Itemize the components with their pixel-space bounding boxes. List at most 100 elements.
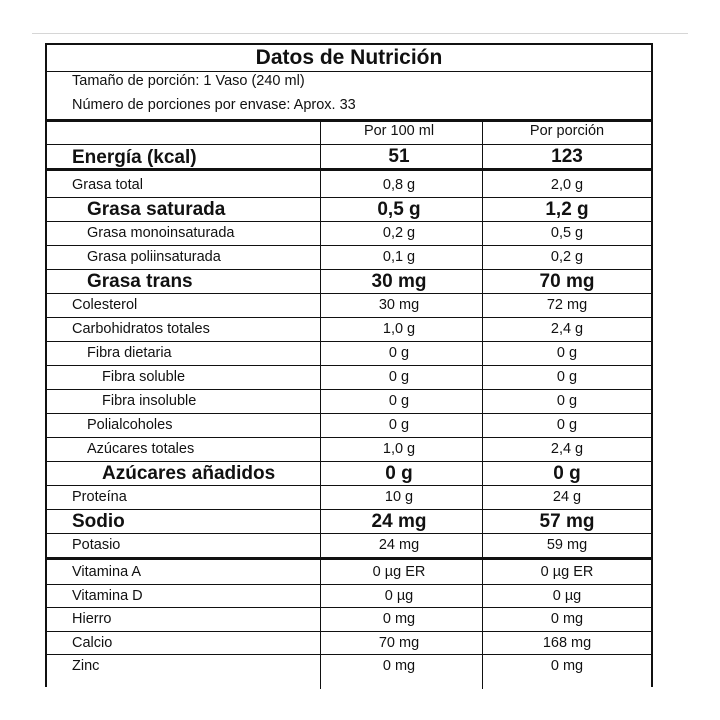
nutrient-label: Grasa monoinsaturada xyxy=(87,225,235,241)
column-per-100: Por 100 ml xyxy=(363,123,435,139)
value-per-100: 0,1 g xyxy=(382,249,416,265)
value-per-100: 10 g xyxy=(384,489,414,505)
nutrient-row: Sodio 24 mg 57 mg xyxy=(47,510,651,534)
value-per-100: 0 g xyxy=(388,369,410,385)
nutrient-row: Potasio 24 mg 59 mg xyxy=(47,534,651,558)
energy-per-serving: 123 xyxy=(551,146,583,167)
vitamin-per-100: 70 mg xyxy=(378,634,420,651)
vitamin-per-serving: 168 mg xyxy=(542,634,592,651)
nutrient-label: Polialcoholes xyxy=(87,417,173,433)
value-per-serving: 72 mg xyxy=(546,297,588,313)
nutrient-label: Grasa total xyxy=(72,177,143,193)
nutrient-label: Fibra insoluble xyxy=(102,393,197,409)
value-per-100: 30 mg xyxy=(378,297,420,313)
nutrient-label: Grasa poliinsaturada xyxy=(87,249,221,265)
vitamin-row: Vitamina D 0 µg 0 µg xyxy=(47,585,651,608)
nutrient-label: Azúcares añadidos xyxy=(102,463,276,484)
value-per-serving: 0,5 g xyxy=(550,225,584,241)
nutrient-row: Grasa trans 30 mg 70 mg xyxy=(47,270,651,294)
vitamin-per-serving: 0 mg xyxy=(550,658,584,674)
nutrition-facts-label: Datos de Nutrición Tamaño de porción: 1 … xyxy=(45,43,653,689)
vitamins-divider xyxy=(47,557,651,560)
value-per-serving: 2,4 g xyxy=(550,321,584,337)
nutrient-label: Grasa saturada xyxy=(87,199,226,220)
nutrient-row: Colesterol 30 mg 72 mg xyxy=(47,294,651,318)
nutrient-row: Carbohidratos totales 1,0 g 2,4 g xyxy=(47,318,651,342)
nutrient-label: Sodio xyxy=(72,511,125,532)
value-per-100: 0,5 g xyxy=(377,199,421,220)
vitamin-label: Calcio xyxy=(72,634,113,651)
nutrient-row: Grasa total 0,8 g 2,0 g xyxy=(47,174,651,198)
value-per-100: 0 g xyxy=(388,345,410,361)
vitamin-per-serving: 0 mg xyxy=(550,611,584,627)
nutrient-label: Fibra soluble xyxy=(102,369,186,385)
value-per-serving: 0 g xyxy=(556,393,578,409)
value-per-serving: 2,4 g xyxy=(550,441,584,457)
nutrient-row: Fibra dietaria 0 g 0 g xyxy=(47,342,651,366)
value-per-serving: 0 g xyxy=(553,463,581,484)
value-per-serving: 59 mg xyxy=(546,537,588,553)
nutrient-row: Azúcares añadidos 0 g 0 g xyxy=(47,462,651,486)
vitamin-label: Zinc xyxy=(72,658,100,674)
nutrient-row: Polialcoholes 0 g 0 g xyxy=(47,414,651,438)
nutrient-row: Proteína 10 g 24 g xyxy=(47,486,651,510)
value-per-serving: 57 mg xyxy=(539,511,595,532)
vitamin-row: Vitamina A 0 µg ER 0 µg ER xyxy=(47,561,651,585)
value-per-serving: 70 mg xyxy=(539,271,595,292)
vitamin-per-serving: 0 µg ER xyxy=(540,564,594,580)
nutrient-label: Fibra dietaria xyxy=(87,345,172,361)
servings-per-container: Número de porciones por envase: Aprox. 3… xyxy=(72,97,356,113)
vitamin-per-100: 0 mg xyxy=(382,611,416,627)
top-separator xyxy=(32,33,688,34)
vitamin-row: Hierro 0 mg 0 mg xyxy=(47,608,651,632)
value-per-serving: 0 g xyxy=(556,345,578,361)
column-per-serving: Por porción xyxy=(529,123,605,139)
column-header-row: Por 100 ml Por porción xyxy=(47,123,651,145)
value-per-serving: 0 g xyxy=(556,369,578,385)
column-divider-1 xyxy=(320,119,321,689)
value-per-100: 0,2 g xyxy=(382,225,416,241)
nutrient-label: Proteína xyxy=(72,489,127,505)
label-title: Datos de Nutrición xyxy=(47,45,651,72)
value-per-100: 0 g xyxy=(388,393,410,409)
vitamin-per-serving: 0 µg xyxy=(552,587,582,604)
nutrient-row: Grasa monoinsaturada 0,2 g 0,5 g xyxy=(47,222,651,246)
vitamin-per-100: 0 mg xyxy=(382,658,416,674)
nutrient-label: Azúcares totales xyxy=(87,441,195,457)
vitamin-row: Calcio 70 mg 168 mg xyxy=(47,632,651,655)
value-per-100: 1,0 g xyxy=(382,441,416,457)
vitamin-label: Hierro xyxy=(72,611,112,627)
value-per-100: 24 mg xyxy=(371,511,427,532)
energy-row: Energía (kcal) 51 123 xyxy=(47,145,651,171)
energy-per-100: 51 xyxy=(388,146,410,167)
nutrient-label: Carbohidratos totales xyxy=(72,321,210,337)
value-per-serving: 0 g xyxy=(556,417,578,433)
value-per-100: 24 mg xyxy=(378,537,420,553)
nutrient-row: Grasa saturada 0,5 g 1,2 g xyxy=(47,198,651,222)
value-per-100: 0,8 g xyxy=(382,177,416,193)
vitamin-label: Vitamina D xyxy=(72,587,143,604)
nutrient-label: Potasio xyxy=(72,537,121,553)
nutrient-row: Azúcares totales 1,0 g 2,4 g xyxy=(47,438,651,462)
nutrient-row: Grasa poliinsaturada 0,1 g 0,2 g xyxy=(47,246,651,270)
value-per-100: 0 g xyxy=(388,417,410,433)
column-divider-2 xyxy=(482,119,483,689)
value-per-serving: 24 g xyxy=(552,489,582,505)
value-per-100: 30 mg xyxy=(371,271,427,292)
nutrient-row: Fibra insoluble 0 g 0 g xyxy=(47,390,651,414)
value-per-100: 0 g xyxy=(385,463,413,484)
value-per-serving: 0,2 g xyxy=(550,249,584,265)
nutrient-row: Fibra soluble 0 g 0 g xyxy=(47,366,651,390)
thick-divider xyxy=(47,119,651,122)
vitamin-row: Zinc 0 mg 0 mg xyxy=(47,655,651,679)
vitamin-label: Vitamina A xyxy=(72,564,142,580)
nutrient-label: Grasa trans xyxy=(87,271,193,292)
vitamin-per-100: 0 µg ER xyxy=(372,564,426,580)
value-per-serving: 1,2 g xyxy=(545,199,589,220)
nutrient-label: Colesterol xyxy=(72,297,138,313)
vitamin-per-100: 0 µg xyxy=(384,587,414,604)
energy-label: Energía (kcal) xyxy=(72,147,197,168)
value-per-serving: 2,0 g xyxy=(550,177,584,193)
value-per-100: 1,0 g xyxy=(382,321,416,337)
serving-size: Tamaño de porción: 1 Vaso (240 ml) xyxy=(72,73,305,89)
